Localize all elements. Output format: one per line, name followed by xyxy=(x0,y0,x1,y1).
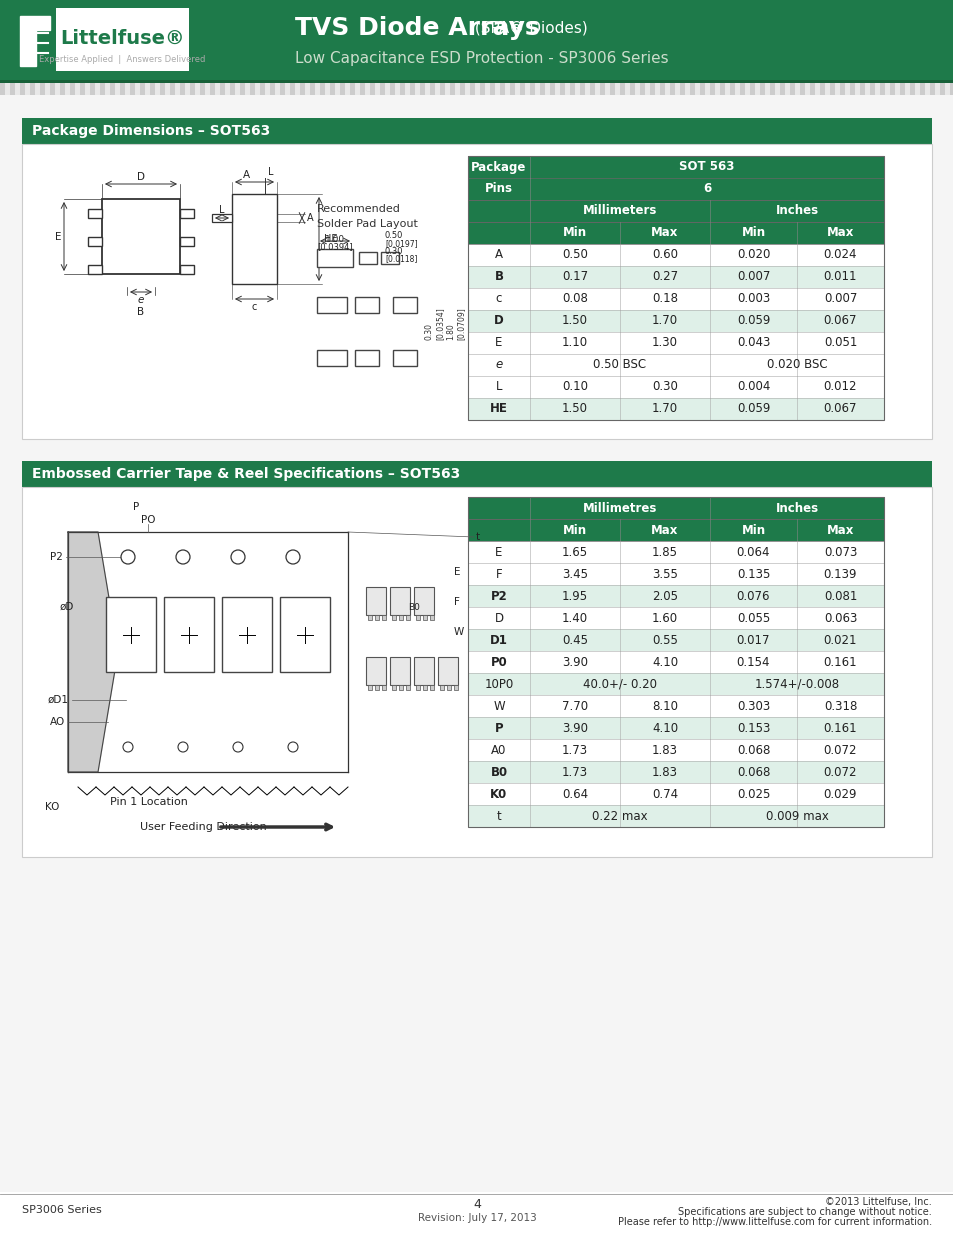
Text: KO: KO xyxy=(45,802,59,811)
Bar xyxy=(619,761,709,783)
Bar xyxy=(0,83,5,95)
Bar xyxy=(316,350,347,366)
Text: t: t xyxy=(497,809,501,823)
Bar xyxy=(234,83,240,95)
Text: 6: 6 xyxy=(702,183,710,195)
Bar xyxy=(709,585,796,606)
Bar xyxy=(764,83,769,95)
Bar xyxy=(709,695,796,718)
Bar xyxy=(60,83,65,95)
Bar xyxy=(840,83,844,95)
Bar xyxy=(619,585,709,606)
Text: [0.0197]: [0.0197] xyxy=(385,240,417,248)
Bar xyxy=(599,83,604,95)
Bar xyxy=(468,200,530,222)
Text: 1.70: 1.70 xyxy=(651,403,678,415)
Circle shape xyxy=(288,742,297,752)
Bar xyxy=(629,83,635,95)
Bar xyxy=(392,615,395,620)
Bar xyxy=(619,375,709,398)
Bar xyxy=(385,83,390,95)
Bar xyxy=(949,83,953,95)
Bar xyxy=(796,673,883,695)
Text: 3.90: 3.90 xyxy=(561,656,587,668)
Bar xyxy=(220,83,225,95)
Bar xyxy=(824,83,829,95)
Bar xyxy=(14,7,189,70)
Text: W: W xyxy=(493,699,504,713)
Text: Max: Max xyxy=(826,226,853,240)
Text: W: W xyxy=(454,627,464,637)
Bar xyxy=(796,288,883,310)
Bar xyxy=(314,83,319,95)
Bar xyxy=(479,83,484,95)
Text: ©2013 Littelfuse, Inc.: ©2013 Littelfuse, Inc. xyxy=(824,1197,931,1207)
Bar xyxy=(450,83,455,95)
Bar xyxy=(398,685,402,690)
Text: Package Dimensions – SOT563: Package Dimensions – SOT563 xyxy=(32,124,270,138)
Bar xyxy=(944,83,949,95)
Bar xyxy=(530,695,619,718)
Bar xyxy=(709,739,796,761)
Text: 0.30
[0.0354]
1.80
[0.0709]: 0.30 [0.0354] 1.80 [0.0709] xyxy=(424,308,465,340)
Bar xyxy=(319,83,325,95)
Bar xyxy=(796,629,883,651)
Bar xyxy=(205,83,210,95)
Bar xyxy=(22,487,931,857)
Bar xyxy=(849,83,854,95)
Bar xyxy=(447,685,451,690)
Bar xyxy=(530,288,619,310)
Bar xyxy=(415,83,419,95)
Bar xyxy=(430,615,434,620)
Bar xyxy=(524,83,530,95)
Bar xyxy=(0,80,953,83)
Bar xyxy=(829,83,834,95)
Bar xyxy=(180,83,185,95)
Bar xyxy=(185,83,190,95)
Bar xyxy=(22,144,931,438)
Bar xyxy=(530,310,619,332)
Bar xyxy=(789,83,794,95)
Text: 4.10: 4.10 xyxy=(651,721,678,735)
Bar xyxy=(796,310,883,332)
Bar xyxy=(499,83,504,95)
Text: 1.40: 1.40 xyxy=(561,611,587,625)
Bar xyxy=(102,199,180,274)
Bar xyxy=(619,673,709,695)
Text: 3.55: 3.55 xyxy=(652,568,678,580)
Text: 0.303: 0.303 xyxy=(736,699,769,713)
Text: Min: Min xyxy=(562,226,586,240)
Bar xyxy=(170,83,174,95)
Bar xyxy=(55,83,60,95)
Bar xyxy=(854,83,859,95)
Bar xyxy=(375,83,379,95)
Bar xyxy=(569,83,575,95)
Text: 0.051: 0.051 xyxy=(823,336,857,350)
Text: Min: Min xyxy=(562,524,586,536)
Bar xyxy=(135,83,140,95)
Bar xyxy=(530,761,619,783)
Bar xyxy=(689,83,695,95)
Bar xyxy=(800,83,804,95)
Bar xyxy=(530,245,619,266)
Bar xyxy=(796,805,883,827)
Bar xyxy=(310,83,314,95)
Bar xyxy=(709,496,883,519)
Bar xyxy=(709,354,796,375)
Bar xyxy=(899,83,904,95)
Bar xyxy=(909,83,914,95)
Bar xyxy=(769,83,774,95)
Bar xyxy=(544,83,550,95)
Bar xyxy=(720,83,724,95)
Bar xyxy=(439,685,443,690)
Text: B0: B0 xyxy=(490,766,507,778)
Bar xyxy=(530,200,709,222)
Bar xyxy=(796,222,883,245)
Bar xyxy=(260,83,265,95)
Bar xyxy=(709,83,714,95)
Bar xyxy=(530,739,619,761)
Text: Package: Package xyxy=(471,161,526,173)
Bar xyxy=(395,83,399,95)
Text: 0.017: 0.017 xyxy=(736,634,769,646)
Bar xyxy=(704,83,709,95)
